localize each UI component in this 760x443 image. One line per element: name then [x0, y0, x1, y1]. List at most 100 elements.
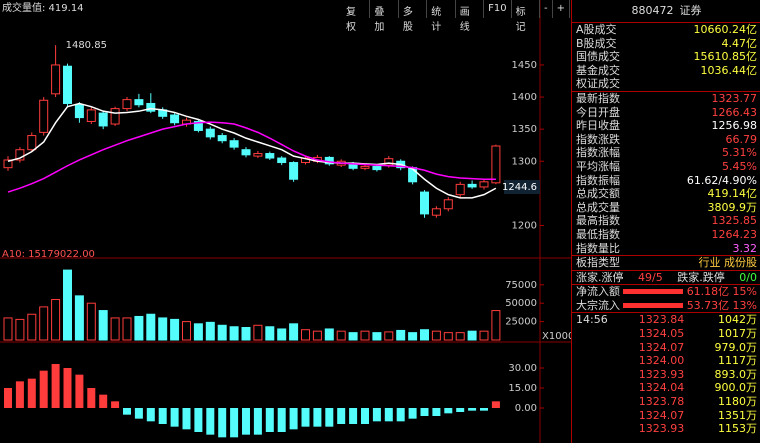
candle-body: [39, 99, 49, 133]
quote-row: 指数涨跌 66.79: [572, 133, 760, 147]
candle-body: [420, 191, 429, 215]
macd-bar: [301, 408, 310, 427]
quote-row: 总成交量 3809.9万: [572, 201, 760, 215]
macd-bar: [396, 408, 405, 422]
y-tick-label: 15.00: [508, 383, 537, 394]
tick-price: 1324.07: [638, 408, 685, 422]
tick-price: 1324.00: [638, 354, 685, 368]
macd-bar: [218, 408, 227, 438]
macd-bar: [27, 378, 36, 408]
volume-bar: [122, 317, 132, 341]
candle-body: [134, 99, 144, 106]
cursor-box: [504, 180, 540, 194]
volume-bar: [182, 321, 191, 341]
quote-value: 1036.44亿: [700, 63, 758, 77]
quote-value: 15610.85亿: [693, 50, 758, 64]
macd-bar: [480, 408, 488, 411]
candle-body: [265, 153, 275, 159]
tick-time: [576, 422, 626, 436]
quote-row: 昨日收盘 1256.98: [572, 119, 760, 133]
quote-value: 3.32: [732, 241, 758, 255]
volume-bar: [265, 326, 275, 341]
toolbar-button[interactable]: 多股: [399, 0, 428, 33]
volume-bar: [193, 323, 203, 341]
tick-row: 1324.05 1017万: [572, 327, 760, 341]
toolbar-button[interactable]: F10: [484, 0, 512, 18]
candle-body: [170, 114, 180, 124]
quote-row: 总成交额 419.14亿: [572, 187, 760, 201]
tick-row: 1324.07 1351万: [572, 409, 760, 423]
tick-volume: 1153万: [718, 422, 757, 436]
y-tick-label: 75000: [505, 280, 537, 291]
macd-bar: [242, 408, 250, 435]
macd-bar: [265, 408, 274, 432]
volume-bar: [455, 332, 465, 341]
volume-bar: [51, 299, 61, 341]
volume-bar: [170, 318, 180, 341]
panel-header: 880472 证券: [572, 0, 760, 23]
toolbar-button[interactable]: 统计: [427, 0, 456, 33]
toolbar-button[interactable]: -: [540, 0, 553, 18]
quote-row: 基金成交 1036.44亿: [572, 64, 760, 78]
candle-body: [372, 165, 382, 171]
tick-time: [576, 409, 626, 423]
toolbar-button[interactable]: 标记: [512, 0, 541, 33]
y-tick-label: 1200: [512, 220, 537, 231]
macd-bar: [372, 408, 381, 422]
quote-label: 总成交量: [576, 200, 620, 214]
quote-label: 昨日收盘: [576, 119, 620, 133]
macd-bar: [361, 408, 369, 424]
quote-label: 指数涨幅: [576, 146, 620, 160]
toolbar-button[interactable]: 复权: [342, 0, 371, 33]
macd-bar: [170, 408, 179, 427]
quote-value: 1256.98: [711, 119, 758, 133]
y-tick-label: 1300: [512, 156, 537, 167]
candle-body: [443, 199, 453, 210]
panel-title: 成交量值: 419.14: [2, 1, 84, 14]
tick-volume: 1180万: [718, 395, 757, 409]
macd-bar: [253, 408, 262, 435]
macd-bar: [337, 408, 346, 424]
macd-bar: [325, 408, 334, 427]
tick-price: 1323.93: [638, 367, 685, 381]
quote-row: 权证成交: [572, 77, 760, 91]
updown-row: 涨家.涨停 49/5 跌家.跌停 0/0: [572, 269, 760, 285]
quote-row: 最高指数 1325.85: [572, 214, 760, 228]
candle-body: [98, 112, 108, 127]
quote-value: 5.31%: [722, 146, 757, 160]
candle-body: [241, 149, 251, 156]
volume-bar: [15, 318, 25, 341]
quote-row: 平均涨幅 5.45%: [572, 160, 760, 174]
tick-row: 1323.78 1180万: [572, 395, 760, 409]
toolbar-button[interactable]: 画线: [456, 0, 485, 33]
candle-body: [74, 104, 84, 119]
toolbar-button[interactable]: +: [553, 0, 571, 18]
volume-bar: [158, 317, 168, 341]
tick-volume: 893.0万: [714, 367, 758, 381]
volume-bar: [98, 310, 108, 341]
volume-bar: [86, 302, 96, 341]
flow-label: 净流入额: [576, 285, 620, 299]
candle-body: [277, 157, 287, 164]
macd-bar: [146, 408, 155, 422]
quote-label: 最高指数: [576, 214, 620, 228]
quote-label: B股成交: [576, 36, 617, 50]
board-link[interactable]: 行业: [698, 256, 721, 270]
y-tick-label: 1450: [512, 60, 537, 71]
candle-body: [467, 183, 477, 188]
macd-bar: [384, 408, 393, 422]
candle-body: [193, 120, 203, 131]
volume-bar: [134, 315, 144, 341]
flow-value: 53.73亿: [686, 298, 730, 312]
quote-label: 指数涨跌: [576, 132, 620, 146]
quote-value: 61.62/4.90%: [686, 173, 757, 187]
tick-row: 1324.00 1117万: [572, 354, 760, 368]
volume-bar: [39, 306, 49, 341]
quote-row: A股成交 10660.24亿: [572, 23, 760, 37]
board-label: 板指类型: [576, 256, 620, 270]
toolbar-button[interactable]: 叠加: [370, 0, 399, 33]
board-link[interactable]: 成份股: [724, 256, 757, 270]
candle-body: [431, 208, 441, 216]
macd-bar: [182, 408, 191, 430]
